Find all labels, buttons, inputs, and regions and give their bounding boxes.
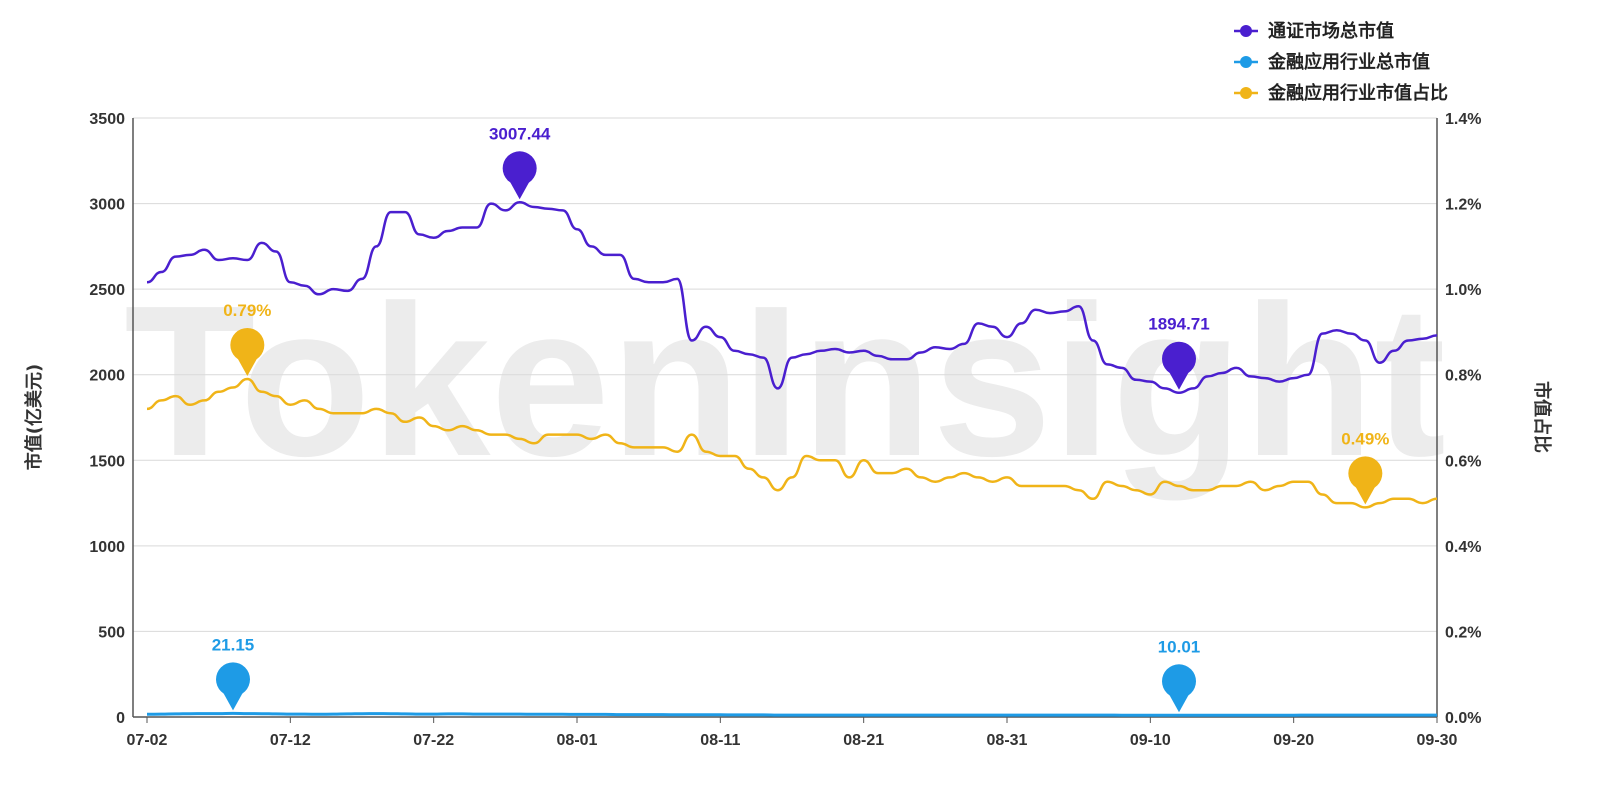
marker-pin: 21.15 xyxy=(212,635,255,711)
series-lines xyxy=(146,201,1438,717)
y-left-tick-label: 3500 xyxy=(89,111,125,128)
legend-label: 金融应用行业总市值 xyxy=(1267,51,1430,73)
marker-pin: 0.49% xyxy=(1341,429,1389,505)
y-right-tick-label: 0.8% xyxy=(1445,368,1481,385)
legend-item[interactable]: 金融应用行业总市值 xyxy=(1234,51,1430,73)
legend-item[interactable]: 金融应用行业市值占比 xyxy=(1234,82,1448,104)
legend-dot-icon xyxy=(1240,87,1252,99)
y-right-axis-title: 市值占比 xyxy=(1531,381,1553,453)
marker-label: 21.15 xyxy=(212,635,255,654)
legend-label: 金融应用行业市值占比 xyxy=(1267,82,1448,104)
x-tick-label: 09-10 xyxy=(1130,732,1171,749)
y-left-tick-label: 1000 xyxy=(89,539,125,556)
marker-pin-tip xyxy=(223,693,243,711)
legend-label: 通证市场总市值 xyxy=(1268,20,1394,42)
marker-pin-head xyxy=(230,327,265,362)
y-left-tick-label: 500 xyxy=(98,624,125,641)
y-left-tick-label: 2000 xyxy=(89,368,125,385)
x-tick-label: 08-11 xyxy=(700,732,740,749)
marker-label: 0.79% xyxy=(223,301,271,320)
marker-label: 3007.44 xyxy=(489,124,551,143)
legend-item[interactable]: 通证市场总市值 xyxy=(1234,20,1394,42)
y-left-axis-title: 市值(亿美元) xyxy=(23,364,45,470)
series-line-token-market-cap xyxy=(146,201,1438,394)
marker-pin-head xyxy=(1348,456,1383,491)
y-right-tick-label: 1.0% xyxy=(1445,282,1481,299)
x-tick-label: 08-31 xyxy=(987,732,1028,749)
marker-pin-tip xyxy=(510,182,530,200)
y-right-tick-label: 1.2% xyxy=(1445,197,1481,214)
axes: 0 0.0% 500 0.2% 1000 0.4% 1500 0.6% 2000 0.8% 2500… xyxy=(23,111,1553,749)
legend-dot-icon xyxy=(1240,56,1252,68)
marker-pin-tip xyxy=(1169,372,1189,390)
marker-pin-tip xyxy=(237,359,257,376)
x-tick-label: 07-12 xyxy=(270,732,311,749)
marker-pin: 0.79% xyxy=(223,301,271,376)
marker-pin: 3007.44 xyxy=(489,124,551,200)
x-tick-label: 07-02 xyxy=(127,732,168,749)
marker-pin-head xyxy=(216,662,250,697)
y-left-tick-label: 1500 xyxy=(89,453,125,470)
marker-label: 1894.71 xyxy=(1148,315,1209,334)
y-right-tick-label: 1.4% xyxy=(1445,111,1481,128)
marker-pin-head xyxy=(1162,341,1196,376)
marker-label: 0.49% xyxy=(1341,429,1389,448)
marker-pin-head xyxy=(1162,664,1196,699)
marker-pin-head xyxy=(502,151,537,186)
y-right-tick-label: 0.2% xyxy=(1445,624,1481,641)
marker-label: 10.01 xyxy=(1158,637,1201,656)
y-left-tick-label: 2500 xyxy=(89,282,125,299)
x-tick-label: 09-30 xyxy=(1417,732,1458,749)
y-left-tick-label: 0 xyxy=(116,710,125,727)
x-tick-label: 08-21 xyxy=(843,732,884,749)
watermark: TokenInsight xyxy=(124,260,1446,501)
legend-dot-icon xyxy=(1240,25,1252,37)
y-right-tick-label: 0.4% xyxy=(1445,539,1481,556)
y-right-tick-label: 0.0% xyxy=(1445,710,1481,727)
marker-pin-tip xyxy=(1355,487,1375,505)
marker-pin: 10.01 xyxy=(1158,637,1201,713)
extreme-markers: 3007.44 1894.71 21.15 10.01 0.79% 0.49% xyxy=(212,124,1389,713)
series-line-finance-app-cap xyxy=(146,711,1437,717)
y-left-tick-label: 3000 xyxy=(89,197,125,214)
x-tick-label: 08-01 xyxy=(557,732,598,749)
y-right-tick-label: 0.6% xyxy=(1445,453,1481,470)
marker-pin: 1894.71 xyxy=(1148,315,1210,390)
marker-pin-tip xyxy=(1169,695,1189,713)
x-tick-label: 09-20 xyxy=(1273,732,1314,749)
x-tick-label: 07-22 xyxy=(413,732,454,749)
series-line-finance-app-share xyxy=(146,377,1438,509)
